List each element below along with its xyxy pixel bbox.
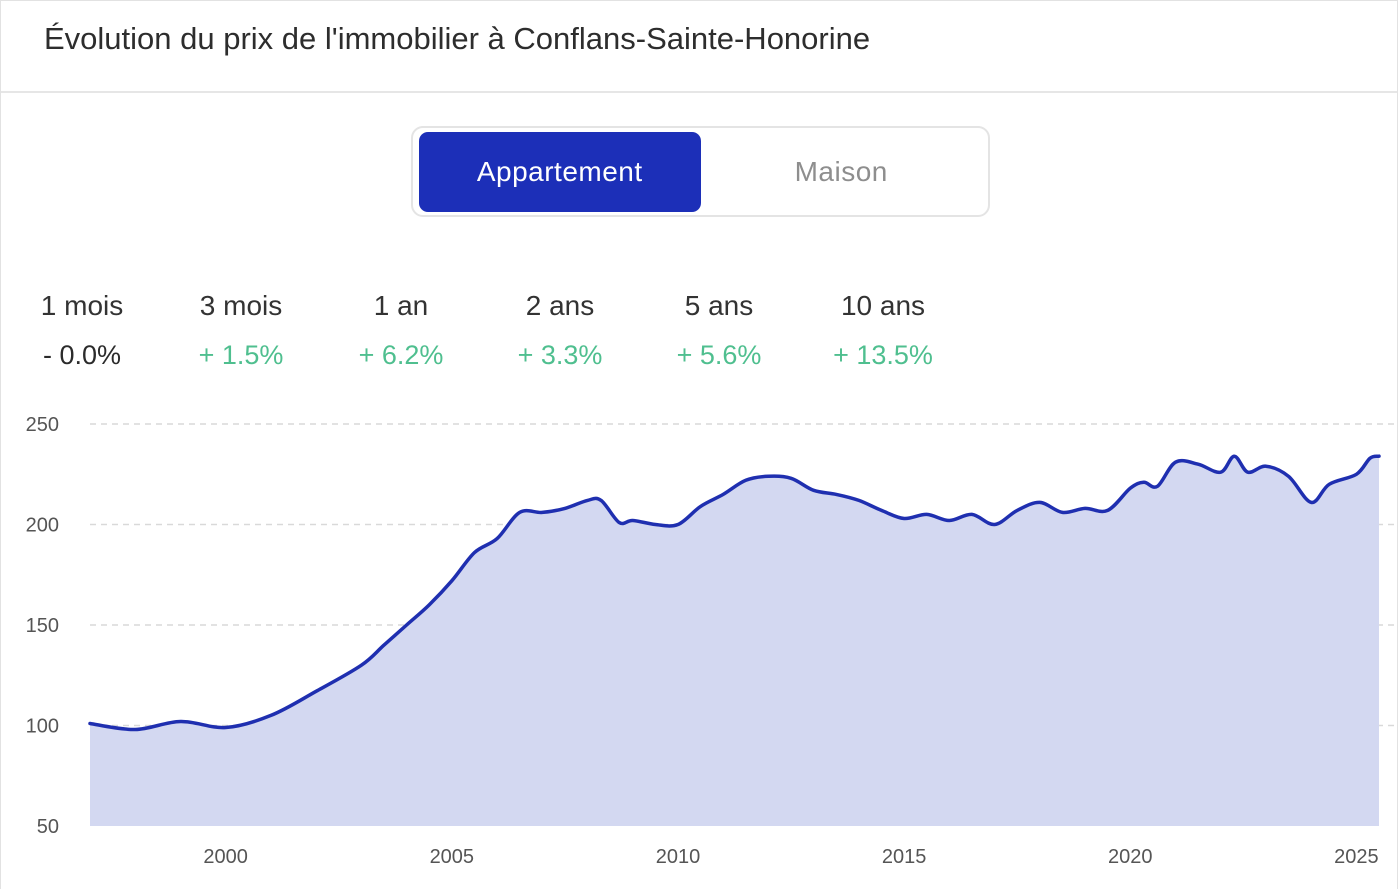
- x-tick-label: 2015: [882, 846, 927, 868]
- x-tick-label: 2000: [203, 846, 248, 868]
- series-line: [88, 454, 1381, 732]
- stat-3-mois: 3 mois + 1.5%: [161, 286, 321, 380]
- tab-appartement[interactable]: Appartement: [419, 131, 701, 212]
- x-tick-label: 2025: [1334, 846, 1379, 868]
- stat-1-an: 1 an + 6.2%: [321, 286, 481, 380]
- x-tick-label: 2005: [430, 846, 475, 868]
- stat-period-label: 5 ans: [684, 290, 754, 321]
- stat-change-value: + 5.6%: [676, 340, 762, 370]
- stat-change-value: + 6.2%: [358, 340, 444, 370]
- stat-change-value: + 1.5%: [198, 340, 284, 370]
- stat-2-ans: 2 ans + 3.3%: [480, 286, 640, 380]
- y-tick-label: 200: [26, 515, 59, 537]
- card-header: Évolution du prix de l'immobilier à Conf…: [1, 1, 1397, 93]
- y-tick-label: 100: [26, 716, 59, 738]
- y-tick-label: 250: [26, 414, 59, 436]
- page-title: Évolution du prix de l'immobilier à Conf…: [44, 21, 871, 56]
- series-area: [90, 456, 1379, 826]
- stat-5-ans: 5 ans + 5.6%: [639, 286, 799, 380]
- stat-period-label: 1 an: [373, 290, 429, 321]
- stat-change-value: + 13.5%: [833, 340, 933, 370]
- stat-period-label: 3 mois: [199, 290, 283, 321]
- stat-period-label: 10 ans: [840, 290, 926, 321]
- stat-10-ans: 10 ans + 13.5%: [803, 286, 963, 380]
- x-tick-label: 2010: [656, 846, 701, 868]
- stat-1-mois: 1 mois - 0.0%: [2, 286, 162, 380]
- price-change-stats: 1 mois - 0.0% 3 mois + 1.5% 1 an + 6.2% …: [1, 286, 1001, 376]
- stat-change-value: + 3.3%: [517, 340, 603, 370]
- stat-change-value: - 0.0%: [42, 340, 122, 370]
- tab-maison[interactable]: Maison: [794, 155, 888, 187]
- price-chart: 250 200 150 100 50 2000 2005 2010 2015 2020 2025: [26, 414, 1397, 868]
- x-tick-label: 2020: [1108, 846, 1153, 868]
- y-tick-label: 50: [37, 816, 59, 838]
- stat-period-label: 1 mois: [40, 290, 124, 321]
- property-type-toggle: Appartement Maison: [411, 126, 990, 217]
- stat-period-label: 2 ans: [525, 290, 595, 321]
- y-tick-label: 150: [26, 615, 59, 637]
